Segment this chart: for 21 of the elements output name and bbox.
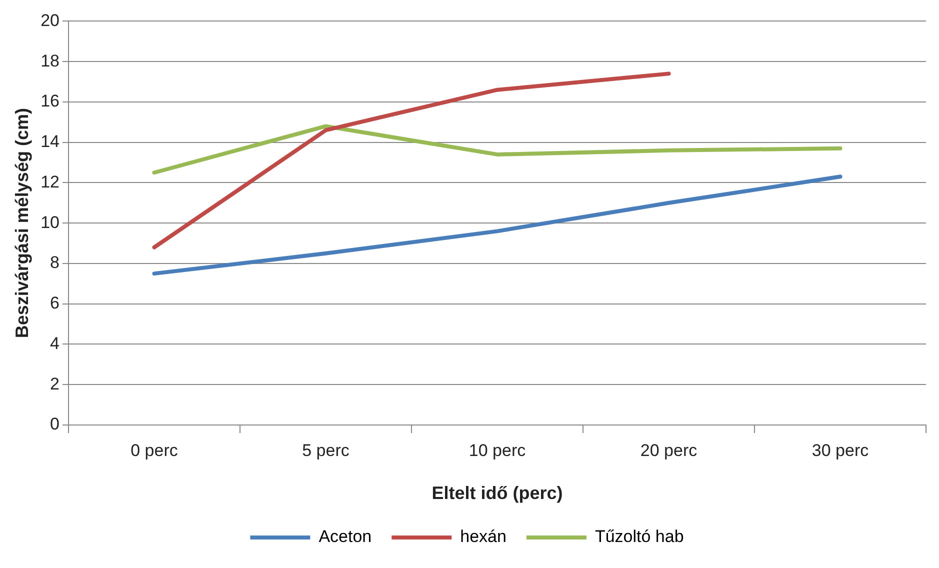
y-tick-label: 10 bbox=[40, 212, 60, 232]
y-tick-label: 6 bbox=[50, 294, 60, 313]
y-tick-label: 0 bbox=[50, 414, 60, 434]
x-tick-label: 20 perc bbox=[640, 440, 698, 460]
x-tick-label: 10 perc bbox=[468, 440, 526, 460]
y-tick-label: 4 bbox=[50, 334, 60, 353]
legend-label: Tűzoltó hab bbox=[594, 527, 684, 546]
y-tick-label: 16 bbox=[40, 92, 60, 111]
y-tick-label: 12 bbox=[40, 172, 60, 192]
x-tick-label: 5 perc bbox=[302, 440, 350, 460]
y-tick-label: 20 bbox=[40, 10, 60, 30]
y-tick-label: 8 bbox=[50, 253, 60, 272]
y-axis-title: Beszivárgási mélység (cm) bbox=[12, 108, 32, 338]
x-tick-label: 30 perc bbox=[812, 440, 870, 460]
legend-label: Aceton bbox=[318, 527, 372, 546]
y-tick-label: 18 bbox=[40, 51, 60, 70]
y-tick-label: 14 bbox=[40, 132, 60, 152]
legend-label: hexán bbox=[460, 527, 506, 546]
x-axis-title: Eltelt idő (perc) bbox=[432, 483, 563, 504]
x-tick-label: 0 perc bbox=[130, 440, 178, 460]
y-tick-label: 2 bbox=[50, 374, 60, 394]
